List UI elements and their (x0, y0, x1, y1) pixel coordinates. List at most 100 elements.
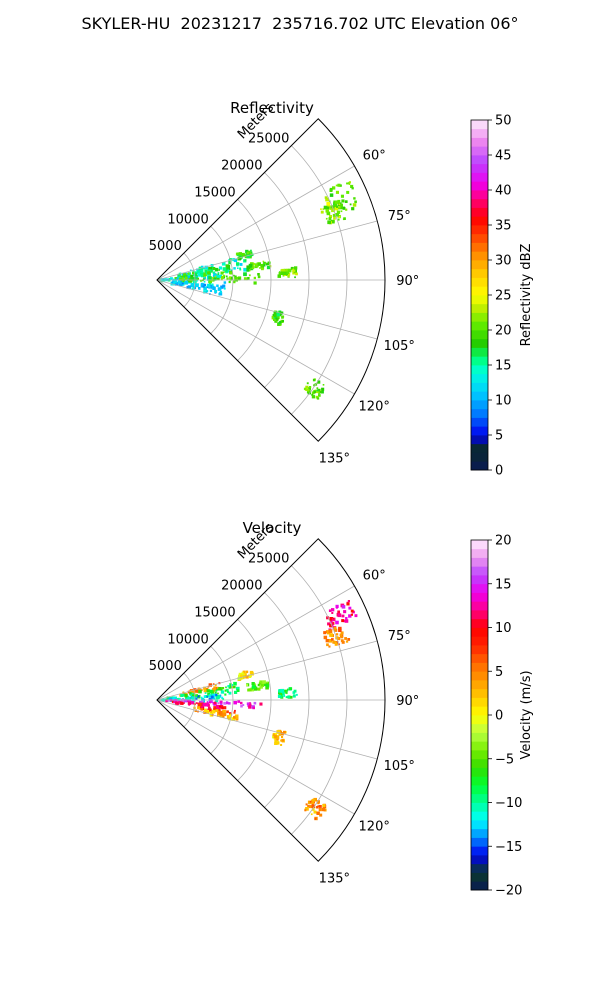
reflectivity-echo-gate (220, 278, 223, 281)
velocity-echo-gate (183, 702, 185, 704)
reflectivity-colorbar-tick-label: 35 (495, 219, 512, 234)
reflectivity-colorbar-segment (471, 260, 488, 270)
velocity-echo-gate (283, 730, 286, 734)
reflectivity-echo-gate (276, 318, 279, 321)
velocity-echo-gate (176, 698, 180, 701)
reflectivity-colorbar-segment (471, 242, 488, 252)
reflectivity-echo-gate (194, 271, 197, 274)
reflectivity-echo-gate (213, 277, 217, 281)
reflectivity-echo-gate (214, 289, 218, 293)
reflectivity-echo-gate (337, 218, 340, 221)
reflectivity-echo-gate (190, 283, 195, 287)
reflectivity-echo-gate (176, 277, 179, 280)
velocity-echo-gate (318, 808, 322, 812)
reflectivity-echo-gate (253, 276, 256, 280)
reflectivity-echo-gate (221, 262, 226, 266)
velocity-colorbar-segment (471, 855, 488, 865)
reflectivity-echo-gate (331, 208, 335, 213)
reflectivity-echo-region (170, 280, 226, 296)
reflectivity-echo-gate (219, 291, 222, 294)
reflectivity-echo-gate (246, 268, 250, 272)
reflectivity-azimuth-spoke (156, 279, 378, 340)
reflectivity-echo-gate (311, 395, 316, 399)
reflectivity-echo-gate (200, 274, 205, 278)
velocity-echo-gate (248, 675, 252, 678)
velocity-echo-gate (260, 684, 264, 687)
velocity-echo-gate (331, 638, 334, 641)
velocity-azimuth-tick-label: 120° (359, 819, 390, 834)
velocity-echo-gate (222, 698, 225, 700)
velocity-echo-gate (337, 610, 340, 614)
reflectivity-echo-gate (191, 287, 195, 291)
reflectivity-echo-gate (279, 320, 282, 324)
velocity-echo-gate (205, 702, 209, 707)
reflectivity-echo-gate (253, 281, 257, 285)
velocity-echo-gate (243, 673, 247, 677)
velocity-echo-gate (182, 693, 186, 697)
velocity-echo-gate (166, 699, 169, 702)
reflectivity-echo-gate (200, 284, 204, 288)
velocity-echo-gate (219, 700, 223, 704)
velocity-echo-gate (327, 622, 331, 626)
velocity-echo-gate (206, 689, 210, 693)
velocity-echo-gate (308, 804, 313, 809)
velocity-echo-gate (195, 702, 198, 704)
velocity-echo-gate (304, 809, 307, 812)
velocity-colorbar-tick-label: −15 (495, 840, 522, 855)
velocity-echo-gate (343, 619, 346, 623)
reflectivity-echo-gate (245, 249, 249, 254)
velocity-echo-gate (326, 616, 330, 620)
velocity-echo-gate (198, 708, 201, 710)
velocity-echo-gate (289, 687, 293, 691)
reflectivity-echo-gate (204, 269, 208, 273)
reflectivity-echo-gate (214, 275, 217, 278)
velocity-colorbar-segment (471, 732, 488, 742)
reflectivity-echo-gate (203, 267, 205, 270)
reflectivity-echo-gate (211, 266, 213, 268)
velocity-colorbar-segment (471, 645, 488, 655)
reflectivity-colorbar-segment (471, 426, 488, 436)
reflectivity-echo-gate (257, 262, 261, 266)
velocity-echo-gate (224, 689, 227, 692)
velocity-echo-gate (213, 701, 217, 705)
velocity-echo-gate (206, 701, 209, 703)
velocity-azimuth-tick-label: 60° (363, 569, 386, 584)
reflectivity-echo-gate (317, 391, 320, 394)
reflectivity-echo-gate (294, 266, 298, 270)
reflectivity-echo-gate (246, 254, 251, 259)
reflectivity-echo-gate (197, 268, 201, 271)
velocity-echo-gate (243, 673, 245, 675)
velocity-echo-gate (226, 715, 231, 719)
reflectivity-colorbar-segment (471, 225, 488, 235)
reflectivity-echo-gate (186, 279, 190, 283)
reflectivity-colorbar-segment (471, 268, 488, 278)
reflectivity-echo-gate (226, 277, 229, 280)
velocity-echo-gate (274, 738, 277, 741)
velocity-echo-gate (265, 684, 270, 688)
reflectivity-echo-gate (244, 259, 247, 262)
velocity-echo-gate (222, 710, 226, 714)
reflectivity-echo-gate (273, 311, 277, 315)
reflectivity-colorbar-tick-label: 15 (495, 359, 512, 374)
velocity-echo-gate (325, 639, 329, 643)
velocity-echo-gate (221, 706, 224, 709)
velocity-echo-gate (191, 696, 195, 700)
velocity-echo-gate (348, 606, 352, 610)
velocity-grid (156, 565, 385, 862)
reflectivity-echo-gate (192, 271, 195, 275)
velocity-echo-gate (199, 688, 201, 691)
velocity-echo-gate (332, 640, 336, 644)
velocity-echo-gate (203, 688, 208, 693)
velocity-echo-gate (185, 695, 189, 700)
reflectivity-echo-gate (335, 213, 339, 217)
reflectivity-echo-gate (204, 265, 209, 270)
velocity-echo-gate (329, 617, 334, 621)
velocity-colorbar-segment (471, 557, 488, 567)
velocity-echo-gate (312, 798, 315, 802)
reflectivity-echo-gate (354, 200, 357, 204)
velocity-echo-gate (187, 690, 191, 694)
reflectivity-echo-gate (257, 275, 261, 279)
velocity-echo-gate (277, 694, 282, 698)
reflectivity-echo-gate (198, 287, 201, 290)
reflectivity-echo-gate (183, 277, 186, 280)
